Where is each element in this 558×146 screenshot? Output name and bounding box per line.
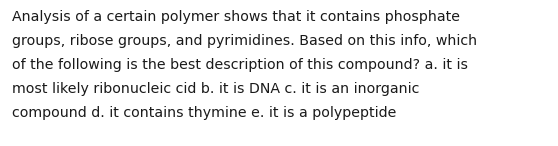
Text: compound d. it contains thymine e. it is a polypeptide: compound d. it contains thymine e. it is…	[12, 106, 396, 120]
Text: most likely ribonucleic cid b. it is DNA c. it is an inorganic: most likely ribonucleic cid b. it is DNA…	[12, 82, 420, 96]
Text: Analysis of a certain polymer shows that it contains phosphate: Analysis of a certain polymer shows that…	[12, 10, 460, 24]
Text: of the following is the best description of this compound? a. it is: of the following is the best description…	[12, 58, 468, 72]
Text: groups, ribose groups, and pyrimidines. Based on this info, which: groups, ribose groups, and pyrimidines. …	[12, 34, 477, 48]
